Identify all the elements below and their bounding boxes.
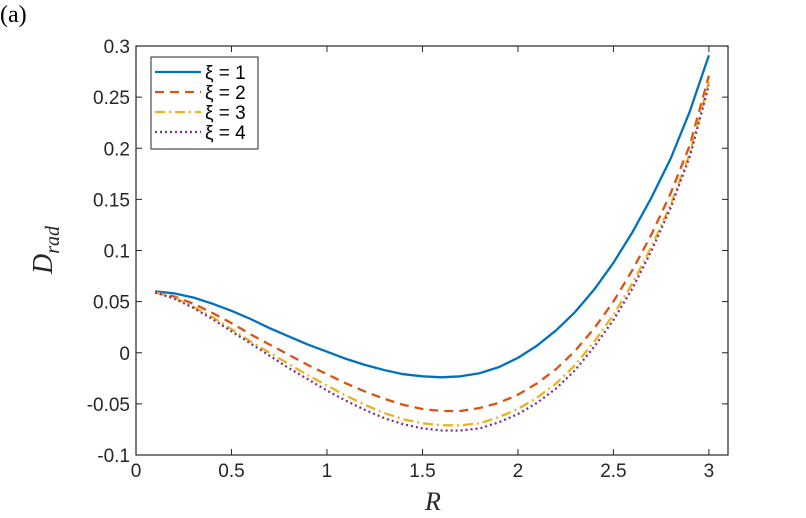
y-axis-title-main: D <box>28 254 59 275</box>
y-tick-label: -0.1 <box>97 446 130 467</box>
y-tick-label: 0.2 <box>104 139 130 160</box>
panel-label: (a) <box>0 2 27 28</box>
y-axis: -0.1 -0.05 0 0.05 0.1 0.15 0.2 0.25 0.3 <box>87 37 728 467</box>
legend-label-2: ξ = 2 <box>205 83 246 104</box>
y-tick-label: 0.1 <box>104 242 130 263</box>
legend-label-4: ξ = 4 <box>205 123 246 144</box>
x-tick-label: 0.5 <box>218 461 244 482</box>
y-tick-label: 0.25 <box>93 88 130 109</box>
series-layer <box>154 54 711 432</box>
x-tick-label: 2.5 <box>600 461 626 482</box>
series-line-4 <box>154 84 711 432</box>
x-tick-label: 2 <box>513 461 524 482</box>
x-tick-label: 0 <box>131 461 142 482</box>
x-tick-label: 1.5 <box>409 461 435 482</box>
y-tick-label: 0.05 <box>93 293 130 314</box>
legend-label-3: ξ = 3 <box>205 103 246 124</box>
x-axis-title: R <box>424 487 441 516</box>
y-axis-title: Drad <box>28 225 64 275</box>
series-line-1 <box>154 54 710 379</box>
series-line-3 <box>154 81 711 427</box>
legend: ξ = 1ξ = 2ξ = 3ξ = 4 <box>150 56 259 150</box>
y-axis-title-subscript: rad <box>42 225 64 254</box>
x-tick-label: 3 <box>704 461 715 482</box>
series-line-2 <box>154 75 711 413</box>
y-tick-label: 0.15 <box>93 190 130 211</box>
x-axis: 0 0.5 1 1.5 2 2.5 3 <box>131 46 714 482</box>
y-tick-label: -0.05 <box>87 395 130 416</box>
legend-label-1: ξ = 1 <box>205 63 246 84</box>
x-tick-label: 1 <box>322 461 333 482</box>
y-tick-label: 0 <box>119 344 130 365</box>
y-tick-label: 0.3 <box>104 37 130 58</box>
